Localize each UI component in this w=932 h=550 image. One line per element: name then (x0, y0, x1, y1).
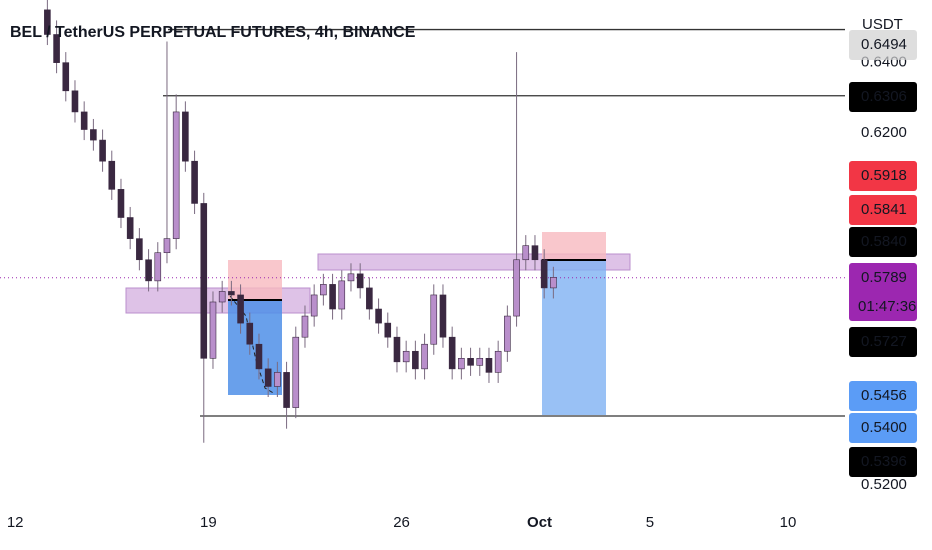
target-zone (228, 300, 282, 395)
x-tick-label: 5 (646, 514, 654, 531)
candle-body (154, 252, 162, 282)
candle-body (237, 294, 244, 324)
candle-body (393, 336, 401, 363)
price-label-box (849, 263, 917, 321)
candle-body (402, 350, 410, 363)
candle-body (274, 372, 281, 387)
candle-body (550, 277, 557, 289)
y-tick-label: 0.6200 (861, 124, 907, 141)
price-label-box (849, 227, 917, 257)
price-label-box (849, 30, 917, 60)
price-label: 0.5918 (861, 167, 907, 184)
price-label: 0.5400 (861, 419, 907, 436)
candle-body (255, 343, 263, 370)
candle-body (108, 160, 116, 190)
candle-body (182, 111, 189, 162)
candle-body (90, 129, 97, 141)
candle-body (485, 358, 493, 373)
candle-body (62, 62, 70, 92)
candle-body (384, 322, 392, 338)
candle-body (292, 336, 300, 408)
candle-body (283, 372, 290, 408)
x-tick-label: 19 (200, 514, 217, 531)
price-label: 0.5727 (861, 333, 907, 350)
price-label: 0.5841 (861, 201, 907, 218)
price-label-box (849, 447, 917, 477)
currency-label: USDT (862, 16, 903, 33)
stop-zone (542, 232, 606, 260)
candle-body (412, 350, 419, 370)
candle-body (71, 90, 79, 113)
candle-body (117, 189, 125, 218)
chart-title: BEL / TetherUS PERPETUAL FUTURES, 4h, BI… (10, 24, 416, 41)
candle-body (126, 217, 134, 239)
candle-body (458, 358, 465, 370)
price-label-box (849, 327, 917, 357)
candle-body (338, 280, 346, 310)
candle-body (80, 111, 88, 130)
x-tick-label: 10 (780, 514, 797, 531)
candle-body (99, 139, 106, 162)
candle-body (172, 111, 180, 239)
price-label: 0.5456 (861, 387, 907, 404)
candle-body (513, 259, 520, 317)
candle-body (375, 308, 382, 324)
candle-body (476, 358, 484, 366)
price-label: 0.5840 (861, 233, 907, 250)
candle-body (347, 273, 355, 282)
candle-body (494, 350, 502, 373)
candle-body (145, 259, 152, 282)
candle-body (448, 336, 456, 370)
candle-body (329, 284, 336, 310)
price-label-box (849, 381, 917, 411)
y-tick-label: 0.5200 (861, 476, 907, 493)
candle-body (467, 358, 474, 366)
candle-body (301, 315, 309, 338)
candle-body (136, 238, 143, 261)
price-label-box (849, 413, 917, 443)
candle-body (310, 294, 318, 317)
candle-body (264, 368, 272, 387)
candle-body (366, 287, 373, 310)
x-tick-label: 26 (393, 514, 410, 531)
x-tick-label: Oct (527, 514, 552, 531)
price-label-box (849, 82, 917, 112)
candle-body (44, 9, 51, 35)
price-label-box (849, 195, 917, 225)
candle-body (246, 322, 254, 345)
candle-body (53, 34, 60, 63)
x-tick-label: 12 (7, 514, 24, 531)
candle-body (522, 245, 530, 261)
stop-zone (228, 260, 282, 300)
price-label-box (849, 161, 917, 191)
candle-body (191, 160, 198, 204)
price-label: 0.5396 (861, 453, 907, 470)
candle-body (540, 259, 548, 289)
candle-body (209, 301, 217, 359)
candle-body (218, 291, 226, 303)
price-label: 0.5789 (861, 269, 907, 286)
candle-body (320, 284, 327, 296)
price-label: 0.6494 (861, 36, 907, 53)
candle-body (504, 315, 511, 352)
candle-body (163, 238, 171, 254)
countdown-label: 01:47:36 (858, 298, 916, 315)
price-label: 0.6306 (861, 88, 907, 105)
candle-body (531, 245, 539, 261)
plot (0, 0, 845, 443)
candle-body (421, 343, 428, 370)
candle-body (430, 294, 438, 345)
zone (125, 287, 311, 314)
candle-body (439, 294, 447, 338)
candle-body (228, 291, 235, 296)
candle-body (356, 273, 364, 289)
candle-body (200, 203, 208, 359)
